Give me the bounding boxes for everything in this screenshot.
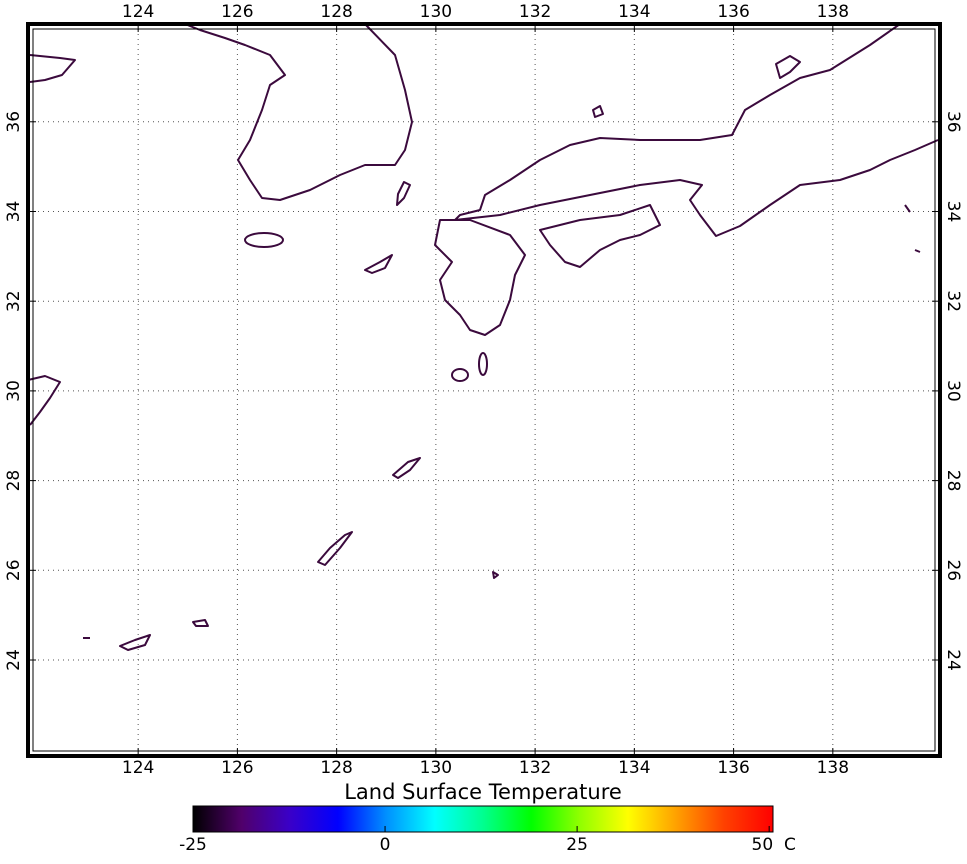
x-tick-label: 132 (519, 2, 551, 22)
colorbar-tick-label: 25 (566, 835, 588, 855)
y-tick-label: 28 (4, 470, 24, 492)
sado (775, 55, 801, 79)
x-tick-label: 134 (618, 2, 650, 22)
y-tick-label: 32 (4, 290, 24, 312)
izu (904, 204, 921, 253)
axis-labels: 124 124 126 126 128 128 130 130 132 132 134 134 136 1… (4, 2, 963, 778)
yakushima (451, 368, 469, 382)
coastlines (27, 23, 939, 651)
x-tick-label: 134 (618, 758, 650, 778)
y-tick-label: 34 (943, 201, 963, 223)
colorbar-tick-label: 50 (752, 835, 774, 855)
kyushu (434, 219, 526, 336)
tanegashima (478, 352, 488, 376)
y-tick-label: 34 (4, 201, 24, 223)
y-tick-label: 24 (943, 649, 963, 671)
daito (492, 571, 499, 579)
honshu (454, 23, 939, 237)
colorbar-tick-label: -25 (179, 835, 207, 855)
y-tick-label: 36 (943, 111, 963, 133)
goto (364, 254, 393, 274)
y-tick-label: 32 (943, 290, 963, 312)
y-tick-label: 30 (4, 380, 24, 402)
x-tick-label: 128 (320, 758, 352, 778)
okinawa (317, 531, 353, 566)
x-tick-label: 126 (221, 2, 253, 22)
y-tick-label: 28 (943, 470, 963, 492)
y-tick-label: 30 (943, 380, 963, 402)
x-tick-label: 138 (817, 758, 849, 778)
x-tick-label: 136 (717, 2, 749, 22)
map-inner-frame (32, 28, 936, 752)
taiwan (27, 375, 61, 426)
graticule (28, 24, 940, 756)
y-tick-label: 26 (4, 559, 24, 581)
colorbar-unit: C (784, 835, 796, 855)
colorbar-tick-label: 0 (380, 835, 391, 855)
tsushima (396, 181, 411, 206)
x-tick-label: 124 (122, 2, 154, 22)
jeju (244, 232, 284, 248)
x-tick-label: 138 (817, 2, 849, 22)
y-tick-label: 26 (943, 559, 963, 581)
colorbar (192, 805, 774, 833)
oki (592, 105, 604, 118)
x-tick-label: 130 (420, 2, 452, 22)
x-tick-label: 136 (717, 758, 749, 778)
ishigaki-east (192, 619, 209, 627)
x-tick-label: 126 (221, 758, 253, 778)
amami (392, 457, 421, 479)
shikoku (539, 204, 661, 268)
y-tick-label: 36 (4, 111, 24, 133)
map-frame (26, 22, 942, 758)
korea-north-islands (29, 54, 76, 83)
y-tick-label: 24 (4, 649, 24, 671)
colorbar-title: Land Surface Temperature (344, 780, 622, 804)
x-tick-label: 132 (519, 758, 551, 778)
korea (184, 23, 413, 201)
x-tick-label: 130 (420, 758, 452, 778)
sakishima (119, 634, 151, 651)
x-tick-label: 124 (122, 758, 154, 778)
x-tick-label: 128 (320, 2, 352, 22)
